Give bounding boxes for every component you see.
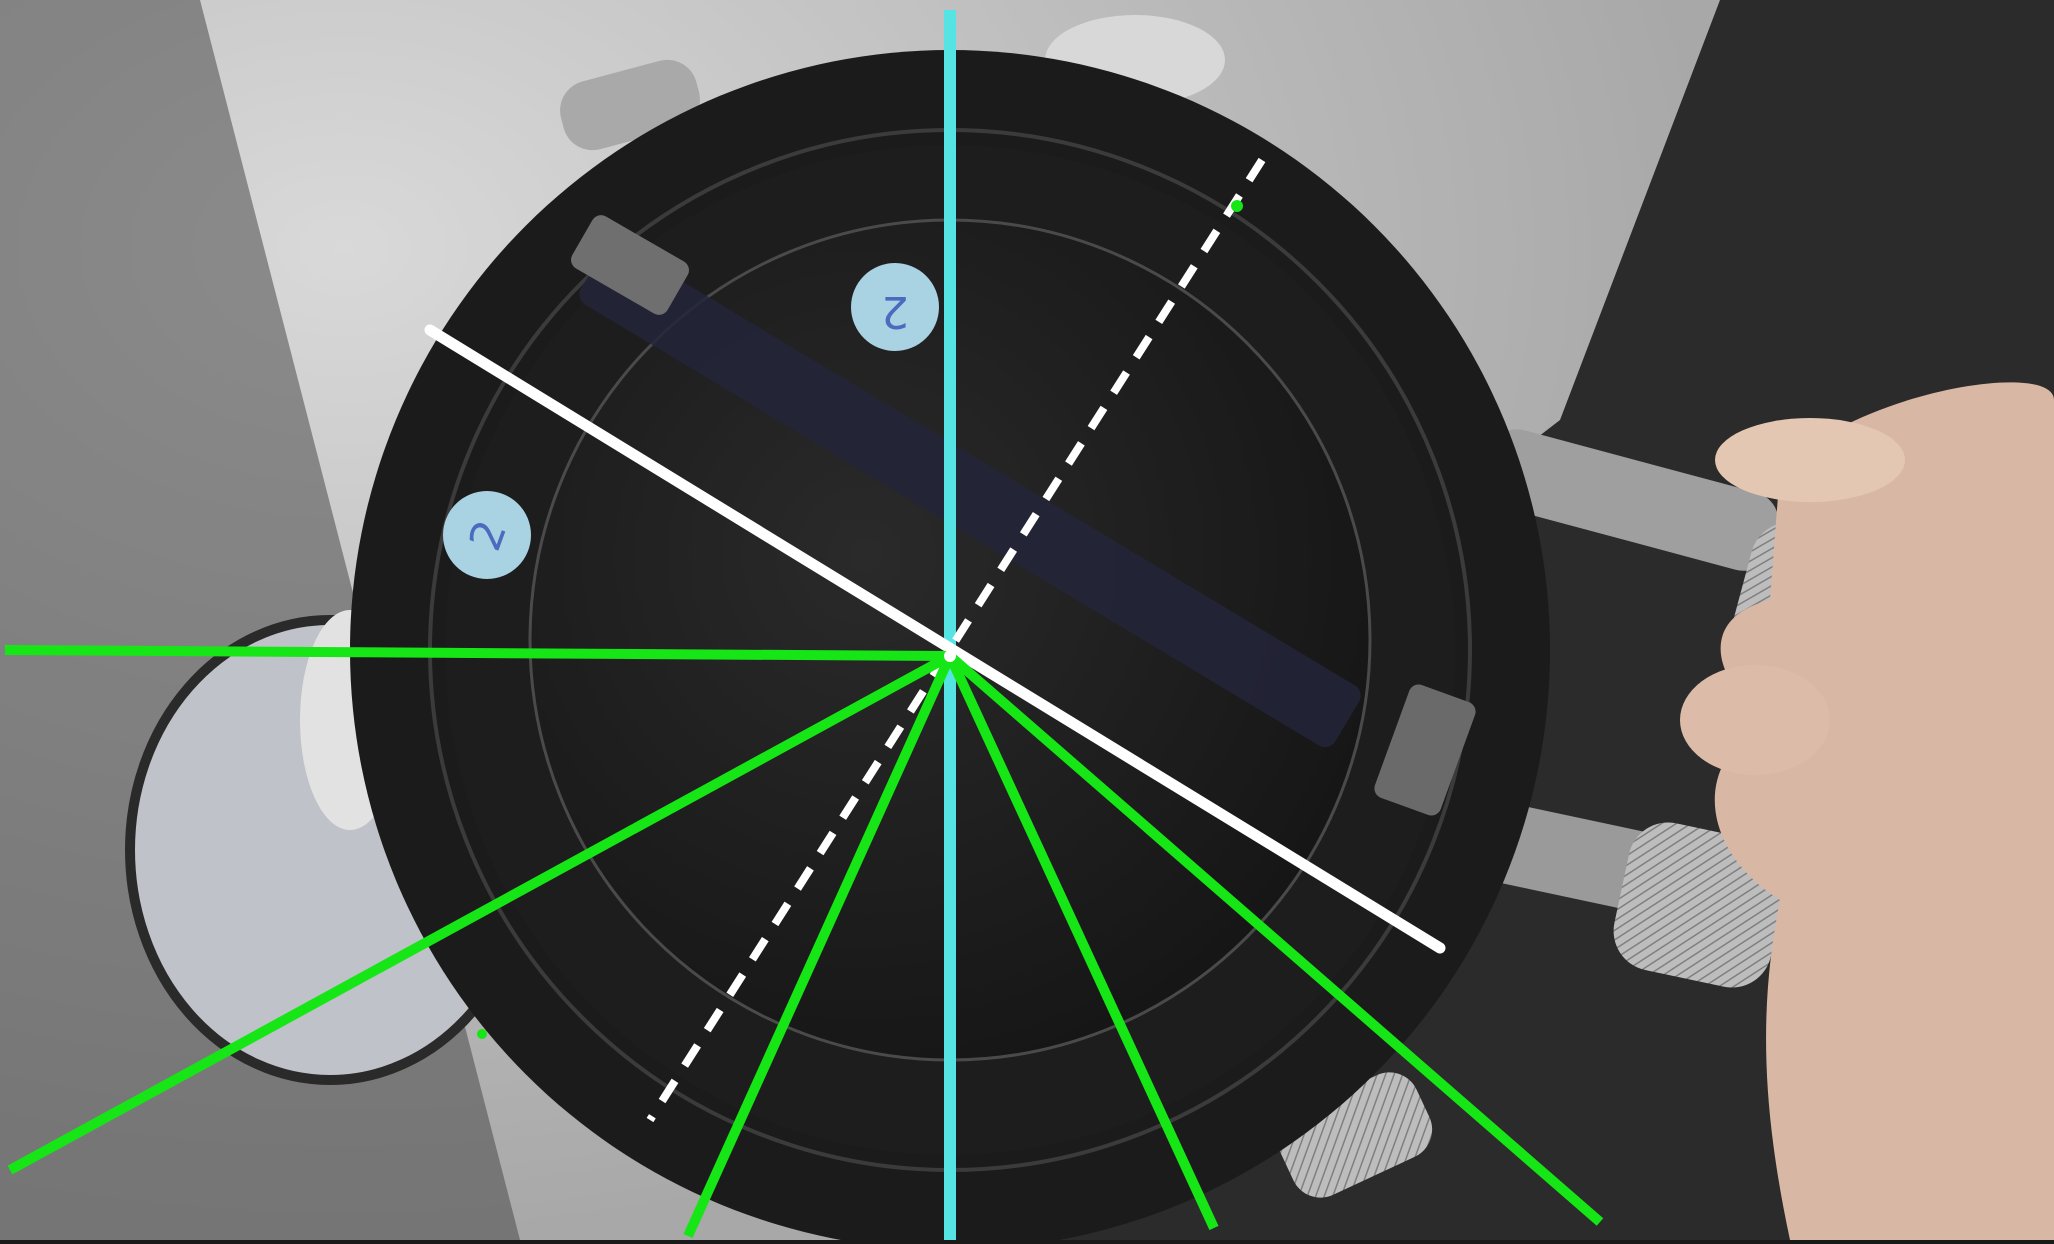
- green-ray-bottom-left: [683, 653, 955, 1239]
- thumb-tip: [1680, 665, 1830, 775]
- sticker-upper-dot: [851, 263, 939, 351]
- hand-fingers: [1714, 382, 2054, 1241]
- hand: [1680, 382, 2054, 1241]
- spring-clip-top: [571, 215, 689, 315]
- green-marker-dot-top: [1231, 200, 1243, 212]
- sticker-lower-dot: [443, 491, 531, 579]
- green-marker-dot-bottom: [477, 1029, 487, 1039]
- sticker-upper: 2: [851, 263, 939, 351]
- index-fingertip: [1715, 418, 1905, 502]
- glass-slide: [579, 242, 1361, 748]
- white-dashed-reference-line: [646, 157, 1266, 1123]
- sticker-upper-label: 2: [881, 286, 909, 337]
- sticker-lower: 2: [443, 491, 531, 579]
- white-slide-direction-line: [424, 324, 1446, 954]
- green-ray-bottom-right: [945, 653, 1219, 1231]
- green-ray-lower-right: [946, 652, 1604, 1226]
- green-ray-lower-left: [7, 651, 953, 1175]
- green-ray-left-horizontal: [4, 645, 951, 661]
- rod-right-upper: [1481, 429, 1779, 571]
- center-point: [944, 650, 956, 662]
- spring-clip-bottom: [1374, 684, 1476, 816]
- annotation-lines: [4, 10, 1604, 1240]
